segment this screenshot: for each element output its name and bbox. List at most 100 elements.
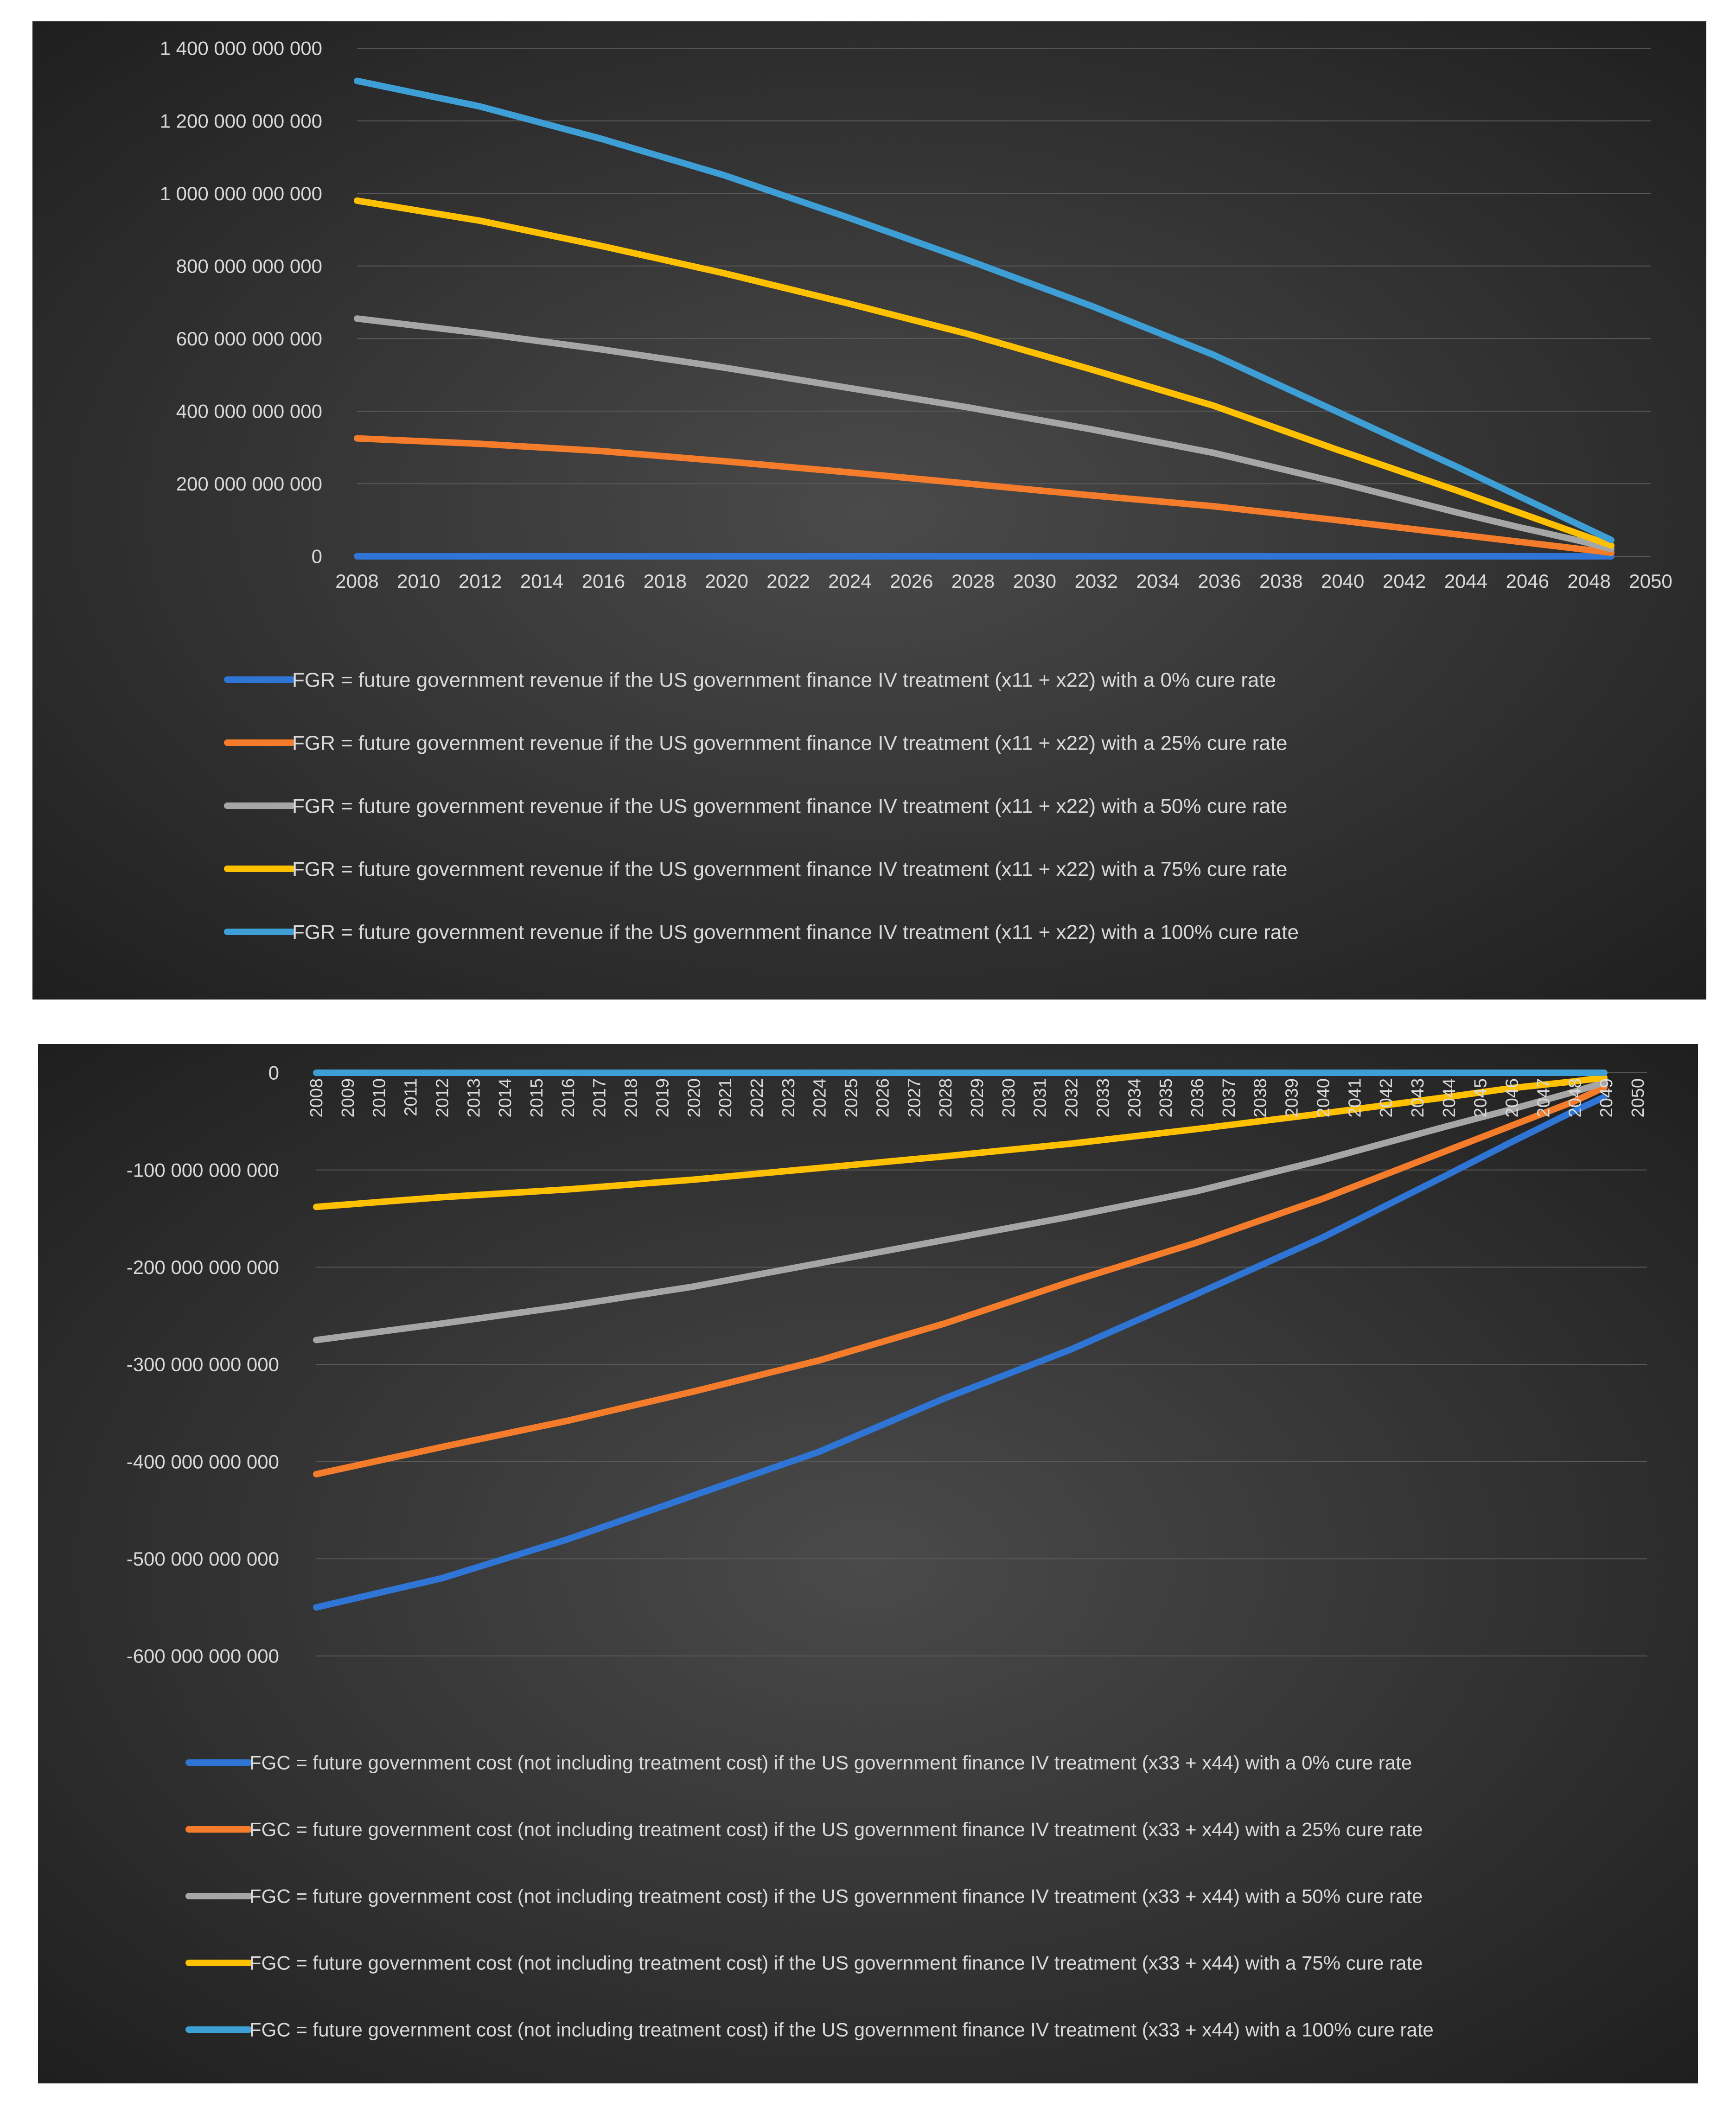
series-line-3 xyxy=(354,197,1615,549)
x-tick-label: 2050 xyxy=(1628,1078,1648,1118)
legend-label-2: FGC = future government cost (not includ… xyxy=(249,1885,1423,1907)
series-line-4 xyxy=(354,77,1615,543)
x-tick-label: 2008 xyxy=(307,1078,326,1118)
legend-label-3: FGR = future government revenue if the U… xyxy=(292,858,1287,880)
y-tick-label: -600 000 000 000 xyxy=(127,1645,279,1667)
x-tick-label: 2031 xyxy=(1031,1078,1050,1118)
x-tick-label: 2033 xyxy=(1093,1078,1113,1118)
x-tick-label: 2037 xyxy=(1219,1078,1239,1118)
x-tick-label: 2045 xyxy=(1471,1078,1491,1118)
legend-label-0: FGC = future government cost (not includ… xyxy=(249,1752,1412,1774)
x-tick-label: 2046 xyxy=(1506,570,1549,592)
y-tick-label: 1 000 000 000 000 xyxy=(160,183,322,204)
x-tick-label: 2030 xyxy=(1013,570,1056,592)
x-tick-label: 2048 xyxy=(1567,570,1610,592)
x-tick-label: 2029 xyxy=(968,1078,987,1118)
x-tick-label: 2041 xyxy=(1345,1078,1365,1118)
x-tick-label: 2012 xyxy=(459,570,502,592)
x-tick-label: 2014 xyxy=(496,1078,515,1118)
x-tick-label: 2014 xyxy=(520,570,563,592)
x-tick-label: 2026 xyxy=(890,570,933,592)
x-tick-label: 2025 xyxy=(842,1078,862,1118)
y-tick-label: -300 000 000 000 xyxy=(127,1354,279,1375)
x-tick-label: 2018 xyxy=(644,570,687,592)
legend-label-4: FGC = future government cost (not includ… xyxy=(249,2019,1434,2041)
y-tick-label: -100 000 000 000 xyxy=(127,1159,279,1181)
x-tick-label: 2011 xyxy=(402,1078,421,1116)
y-tick-label: 200 000 000 000 xyxy=(176,473,322,495)
x-tick-label: 2032 xyxy=(1075,570,1118,592)
revenue-chart: 0 200 000 000 000 400 000 000 000 600 000 0… xyxy=(32,21,1706,1000)
x-tick-label: 2027 xyxy=(905,1078,924,1118)
x-tick-label: 2036 xyxy=(1198,570,1241,592)
x-tick-label: 2026 xyxy=(873,1078,893,1118)
x-tick-label: 2035 xyxy=(1156,1078,1176,1118)
x-tick-label: 2038 xyxy=(1259,570,1302,592)
x-tick-label: 2018 xyxy=(622,1078,641,1118)
legend-label-0: FGR = future government revenue if the U… xyxy=(292,669,1276,691)
x-tick-label: 2032 xyxy=(1062,1078,1082,1118)
x-tick-label: 2012 xyxy=(433,1078,452,1118)
x-tick-label: 2010 xyxy=(397,570,440,592)
x-tick-label: 2016 xyxy=(559,1078,578,1118)
x-tick-label: 2036 xyxy=(1188,1078,1207,1118)
x-tick-label: 2043 xyxy=(1408,1078,1428,1118)
x-tick-label: 2013 xyxy=(464,1078,484,1118)
legend-label-3: FGC = future government cost (not includ… xyxy=(249,1952,1423,1974)
x-tick-label: 2020 xyxy=(684,1078,704,1118)
x-tick-label: 2038 xyxy=(1251,1078,1270,1118)
x-tick-label: 2042 xyxy=(1383,570,1426,592)
x-tick-label: 2034 xyxy=(1136,570,1179,592)
x-tick-label: 2028 xyxy=(936,1078,956,1118)
series-line-2 xyxy=(354,315,1615,553)
x-tick-label: 2009 xyxy=(338,1078,358,1118)
y-tick-label: 1 200 000 000 000 xyxy=(160,110,322,132)
y-tick-label: 400 000 000 000 xyxy=(176,401,322,422)
y-tick-label: 0 xyxy=(312,546,322,567)
legend-label-1: FGC = future government cost (not includ… xyxy=(249,1819,1423,1840)
y-tick-label: -500 000 000 000 xyxy=(127,1548,279,1570)
x-tick-label: 2017 xyxy=(590,1078,610,1118)
chart-background xyxy=(38,1044,1698,2083)
y-tick-label: -400 000 000 000 xyxy=(127,1451,279,1472)
x-tick-label: 2023 xyxy=(779,1078,798,1118)
chart-panel-cost: 0 -100 000 000 000 -200 000 000 000 -300 00… xyxy=(38,1044,1698,2083)
x-tick-label: 2008 xyxy=(335,570,378,592)
y-tick-label: 800 000 000 000 xyxy=(176,255,322,277)
x-tick-label: 2046 xyxy=(1503,1078,1522,1118)
y-tick-label: 1 400 000 000 000 xyxy=(160,38,322,59)
y-tick-label: 600 000 000 000 xyxy=(176,328,322,350)
x-tick-label: 2022 xyxy=(766,570,810,592)
chart-panel-revenue: 0 200 000 000 000 400 000 000 000 600 000 0… xyxy=(32,21,1706,1000)
legend-label-4: FGR = future government revenue if the U… xyxy=(292,921,1299,943)
x-tick-label: 2050 xyxy=(1629,570,1672,592)
x-tick-label: 2021 xyxy=(716,1078,735,1118)
series-line-0 xyxy=(313,1094,1608,1611)
x-tick-label: 2028 xyxy=(951,570,995,592)
y-tick-label: -200 000 000 000 xyxy=(127,1256,279,1278)
series-line-2 xyxy=(313,1079,1608,1344)
x-tick-label: 2019 xyxy=(653,1078,672,1118)
x-tick-label: 2020 xyxy=(705,570,748,592)
x-tick-label: 2034 xyxy=(1125,1078,1144,1118)
chart-background xyxy=(32,21,1706,1000)
x-tick-label: 2040 xyxy=(1314,1078,1333,1118)
series-line-3 xyxy=(313,1074,1608,1210)
legend-label-2: FGR = future government revenue if the U… xyxy=(292,795,1287,817)
x-tick-label: 2016 xyxy=(582,570,625,592)
series-line-1 xyxy=(313,1084,1608,1477)
x-tick-label: 2022 xyxy=(747,1078,767,1118)
x-tick-label: 2044 xyxy=(1440,1078,1459,1118)
x-tick-label: 2042 xyxy=(1377,1078,1396,1118)
x-tick-label: 2010 xyxy=(370,1078,389,1118)
x-tick-label: 2040 xyxy=(1321,570,1364,592)
cost-chart: 0 -100 000 000 000 -200 000 000 000 -300 00… xyxy=(38,1044,1698,2083)
x-tick-label: 2015 xyxy=(527,1078,547,1118)
x-tick-label: 2047 xyxy=(1534,1078,1553,1118)
x-tick-label: 2044 xyxy=(1444,570,1487,592)
x-tick-label: 2048 xyxy=(1565,1078,1585,1118)
y-tick-label: 0 xyxy=(268,1062,279,1084)
series-line-1 xyxy=(354,435,1615,556)
legend-label-1: FGR = future government revenue if the U… xyxy=(292,732,1287,754)
x-tick-label: 2030 xyxy=(999,1078,1019,1118)
